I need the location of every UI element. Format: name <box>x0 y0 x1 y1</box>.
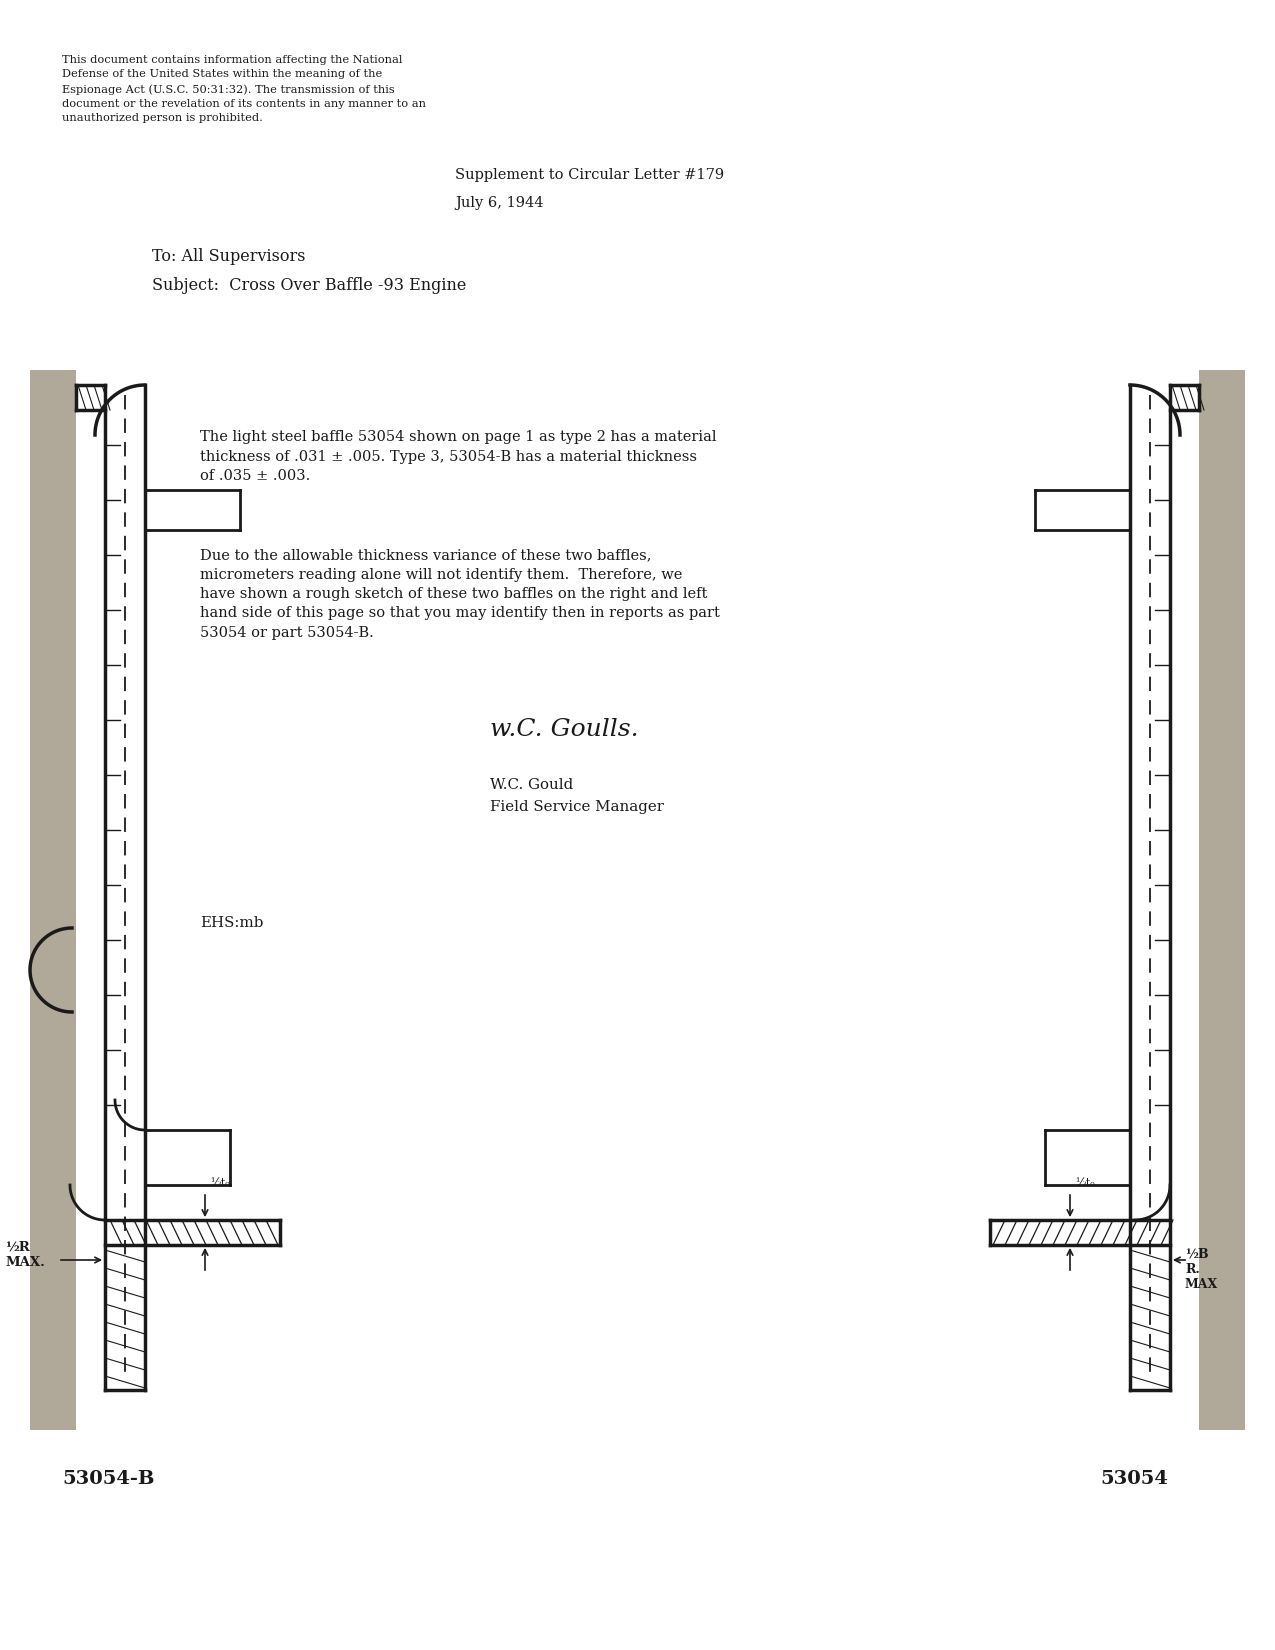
Text: ½B
R.
MAX: ½B R. MAX <box>1184 1247 1218 1290</box>
Text: ½R
MAX.: ½R MAX. <box>5 1241 45 1269</box>
Text: 53054: 53054 <box>1100 1470 1168 1488</box>
Text: Due to the allowable thickness variance of these two baffles,
micrometers readin: Due to the allowable thickness variance … <box>200 548 720 640</box>
Text: EHS:mb: EHS:mb <box>200 916 264 931</box>
Bar <box>31 370 76 1431</box>
Text: The light steel baffle 53054 shown on page 1 as type 2 has a material
thickness : The light steel baffle 53054 shown on pa… <box>200 431 717 483</box>
Text: ½t₀: ½t₀ <box>1075 1178 1095 1188</box>
Bar <box>1198 370 1244 1431</box>
Text: July 6, 1944: July 6, 1944 <box>455 196 543 210</box>
Text: Field Service Manager: Field Service Manager <box>490 800 664 813</box>
Text: w.C. Goulls.: w.C. Goulls. <box>490 718 639 741</box>
Text: 53054-B: 53054-B <box>62 1470 154 1488</box>
Text: ½t₀: ½t₀ <box>210 1178 229 1188</box>
Text: Subject:  Cross Over Baffle -93 Engine: Subject: Cross Over Baffle -93 Engine <box>152 277 467 294</box>
Text: To: All Supervisors: To: All Supervisors <box>152 248 306 266</box>
Text: W.C. Gould: W.C. Gould <box>490 779 574 792</box>
Text: Supplement to Circular Letter #179: Supplement to Circular Letter #179 <box>455 168 724 182</box>
Text: This document contains information affecting the National
Defense of the United : This document contains information affec… <box>62 54 426 124</box>
